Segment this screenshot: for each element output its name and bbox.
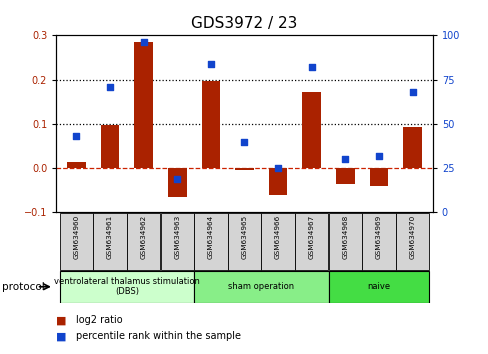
Bar [369,168,387,186]
FancyBboxPatch shape [60,213,93,270]
Bar [201,81,220,168]
Bar [268,168,287,195]
Bar [302,92,320,168]
Text: GSM634965: GSM634965 [241,215,247,259]
Point [341,156,348,162]
Text: ventrolateral thalamus stimulation
(DBS): ventrolateral thalamus stimulation (DBS) [54,277,200,296]
FancyBboxPatch shape [93,213,126,270]
Text: GSM634970: GSM634970 [409,215,415,259]
Point [206,61,214,67]
FancyBboxPatch shape [328,213,361,270]
Bar [235,168,253,170]
Bar [335,168,354,184]
FancyBboxPatch shape [160,213,194,270]
Text: protocol: protocol [2,282,45,292]
Point [374,153,382,159]
Text: percentile rank within the sample: percentile rank within the sample [76,331,240,341]
FancyBboxPatch shape [194,213,227,270]
Point [240,139,248,144]
FancyBboxPatch shape [227,213,261,270]
Text: log2 ratio: log2 ratio [76,315,122,325]
Point [72,133,80,139]
Point [140,40,147,45]
Bar [403,127,421,168]
FancyBboxPatch shape [294,213,328,270]
Bar [101,125,119,168]
Text: GSM634964: GSM634964 [207,215,213,259]
Text: GSM634963: GSM634963 [174,215,180,259]
Point [173,176,181,182]
Text: GSM634960: GSM634960 [73,215,79,259]
FancyBboxPatch shape [261,213,294,270]
Text: naive: naive [366,282,390,291]
Title: GDS3972 / 23: GDS3972 / 23 [191,16,297,32]
Text: ■: ■ [56,315,66,325]
Text: GSM634967: GSM634967 [308,215,314,259]
Text: GSM634966: GSM634966 [275,215,281,259]
Point [408,89,416,95]
FancyBboxPatch shape [194,271,328,303]
Text: GSM634968: GSM634968 [342,215,347,259]
Text: GSM634961: GSM634961 [107,215,113,259]
Bar [134,42,153,168]
FancyBboxPatch shape [328,271,428,303]
Point [307,64,315,70]
FancyBboxPatch shape [395,213,428,270]
Bar [67,161,85,168]
FancyBboxPatch shape [127,213,160,270]
FancyBboxPatch shape [362,213,395,270]
FancyBboxPatch shape [60,271,194,303]
Point [274,165,282,171]
Bar [168,168,186,197]
Text: GSM634969: GSM634969 [375,215,381,259]
Text: GSM634962: GSM634962 [141,215,146,259]
Point [106,84,114,90]
Text: ■: ■ [56,331,66,341]
Text: sham operation: sham operation [228,282,294,291]
